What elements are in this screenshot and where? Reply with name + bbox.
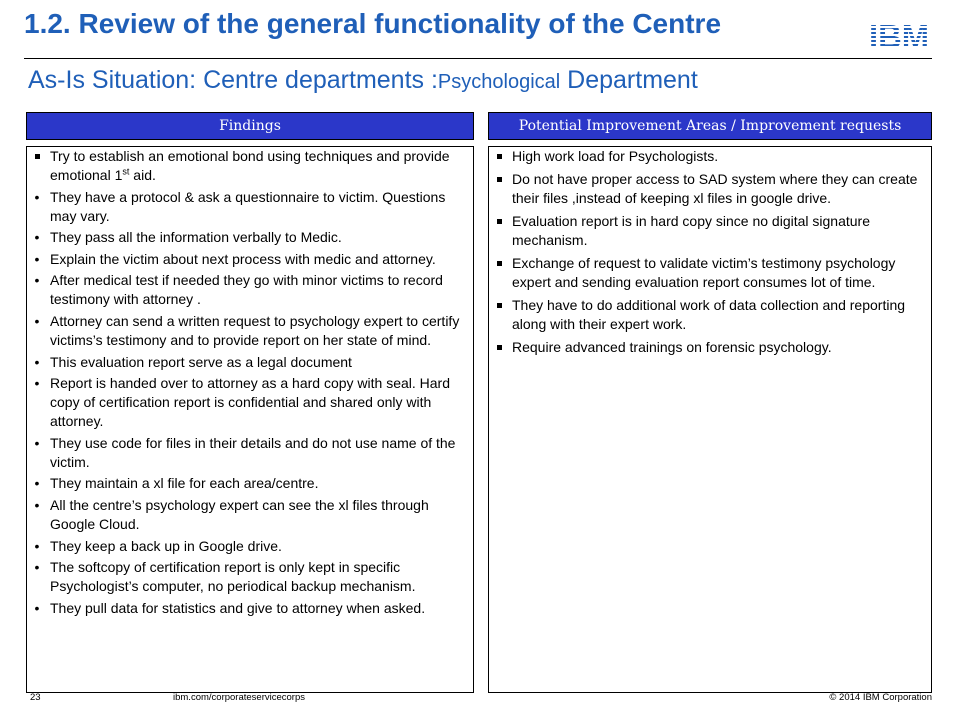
finding-item: • Explain the victim about next process w… xyxy=(27,250,469,269)
improvement-item: Do not have proper access to SAD system … xyxy=(489,170,927,208)
bullet-marker: • xyxy=(34,434,40,451)
findings-list: Try to establish an emotional bond using… xyxy=(27,147,469,618)
finding-text: Try to establish an emotional bond using… xyxy=(50,148,450,183)
finding-item: • They keep a back up in Google drive. xyxy=(27,537,469,556)
bullet-marker: • xyxy=(34,229,40,246)
finding-item: • The softcopy of certification report is… xyxy=(27,558,469,596)
finding-text: They have a protocol & ask a questionnai… xyxy=(50,188,446,224)
improvement-item: Evaluation report is in hard copy since … xyxy=(489,212,927,250)
bullet-marker: • xyxy=(34,188,40,205)
subtitle-department: Psychological xyxy=(437,71,561,93)
improvements-body: High work load for Psychologists. Do not … xyxy=(488,146,932,693)
slide-subtitle: As-Is Situation: Centre departments :Psy… xyxy=(28,66,698,95)
bullet-marker: • xyxy=(34,496,40,513)
finding-item: • Attorney can send a written request to … xyxy=(27,312,469,350)
footer-url: ibm.com/corporateservicecorps xyxy=(173,692,305,703)
finding-text: They pull data for statistics and give t… xyxy=(50,599,426,616)
bullet-marker: • xyxy=(34,353,40,370)
finding-text: All the centre’s psychology expert can s… xyxy=(50,496,429,532)
improvement-item: High work load for Psychologists. xyxy=(489,147,927,166)
findings-panel: Findings Try to establish an emotional b… xyxy=(26,112,474,693)
finding-item: • They have a protocol & ask a questionna… xyxy=(27,188,469,226)
page-number: 23 xyxy=(30,692,41,703)
improvement-text: High work load for Psychologists. xyxy=(512,148,719,164)
bullet-marker xyxy=(492,147,506,166)
bullet-marker xyxy=(492,296,506,315)
finding-item: • They use code for files in their detail… xyxy=(27,434,469,472)
bullet-marker xyxy=(492,254,506,273)
subtitle-end: Department xyxy=(560,66,698,94)
finding-item: Try to establish an emotional bond using… xyxy=(27,147,469,185)
improvements-header: Potential Improvement Areas / Improvemen… xyxy=(488,112,932,140)
finding-text-tail: aid. xyxy=(129,167,156,183)
title-divider xyxy=(24,58,932,59)
bullet-marker xyxy=(492,212,506,231)
finding-item: • Report is handed over to attorney as a … xyxy=(27,374,469,431)
footer-copyright: © 2014 IBM Corporation xyxy=(829,692,932,703)
finding-text: Explain the victim about next process wi… xyxy=(50,250,436,267)
findings-body: Try to establish an emotional bond using… xyxy=(26,146,474,693)
finding-text: They maintain a xl file for each area/ce… xyxy=(50,475,319,492)
finding-text: After medical test if needed they go wit… xyxy=(50,272,443,308)
bullet-marker: • xyxy=(34,537,40,554)
finding-item: • They maintain a xl file for each area/c… xyxy=(27,474,469,493)
slide-title: 1.2. Review of the general functionality… xyxy=(24,8,722,39)
improvements-list: High work load for Psychologists. Do not … xyxy=(489,147,927,357)
subtitle-main: As-Is Situation: Centre departments : xyxy=(28,66,438,94)
finding-text: Report is handed over to attorney as a h… xyxy=(50,375,450,430)
improvement-text: Do not have proper access to SAD system … xyxy=(512,171,918,206)
improvement-text: Require advanced trainings on forensic p… xyxy=(512,339,832,355)
improvement-item: They have to do additional work of data … xyxy=(489,296,927,334)
finding-item: • They pass all the information verbally … xyxy=(27,228,469,247)
finding-text: This evaluation report serve as a legal … xyxy=(50,353,352,370)
improvement-text: Exchange of request to validate victim’s… xyxy=(512,255,896,290)
bullet-marker xyxy=(30,147,44,166)
improvements-panel: Potential Improvement Areas / Improvemen… xyxy=(488,112,932,693)
finding-item: • This evaluation report serve as a legal… xyxy=(27,353,469,372)
finding-item: • All the centre’s psychology expert can … xyxy=(27,496,469,534)
improvement-item: Require advanced trainings on forensic p… xyxy=(489,338,927,357)
finding-superscript: st xyxy=(122,166,130,177)
bullet-marker xyxy=(492,170,506,189)
bullet-marker: • xyxy=(34,250,40,267)
finding-item: • They pull data for statistics and give … xyxy=(27,599,469,618)
bullet-marker: • xyxy=(34,599,40,616)
finding-text: They pass all the information verbally t… xyxy=(50,229,342,246)
finding-text: Attorney can send a written request to p… xyxy=(50,312,460,348)
finding-item: • After medical test if needed they go wi… xyxy=(27,271,469,309)
bullet-marker: • xyxy=(34,475,40,492)
findings-header: Findings xyxy=(26,112,474,140)
finding-text: The softcopy of certification report is … xyxy=(50,559,416,595)
improvement-text: They have to do additional work of data … xyxy=(512,297,906,332)
improvement-item: Exchange of request to validate victim’s… xyxy=(489,254,927,292)
finding-text: They use code for files in their details… xyxy=(50,434,456,470)
bullet-marker: • xyxy=(34,272,40,289)
bullet-marker xyxy=(492,338,506,357)
bullet-marker: • xyxy=(34,312,40,329)
bullet-marker: • xyxy=(34,559,40,576)
improvement-text: Evaluation report is in hard copy since … xyxy=(512,213,870,248)
finding-text: They keep a back up in Google drive. xyxy=(50,537,282,554)
ibm-logo-text: IBM xyxy=(869,20,929,50)
ibm-logo: IBM xyxy=(869,20,929,50)
bullet-marker: • xyxy=(34,375,40,392)
